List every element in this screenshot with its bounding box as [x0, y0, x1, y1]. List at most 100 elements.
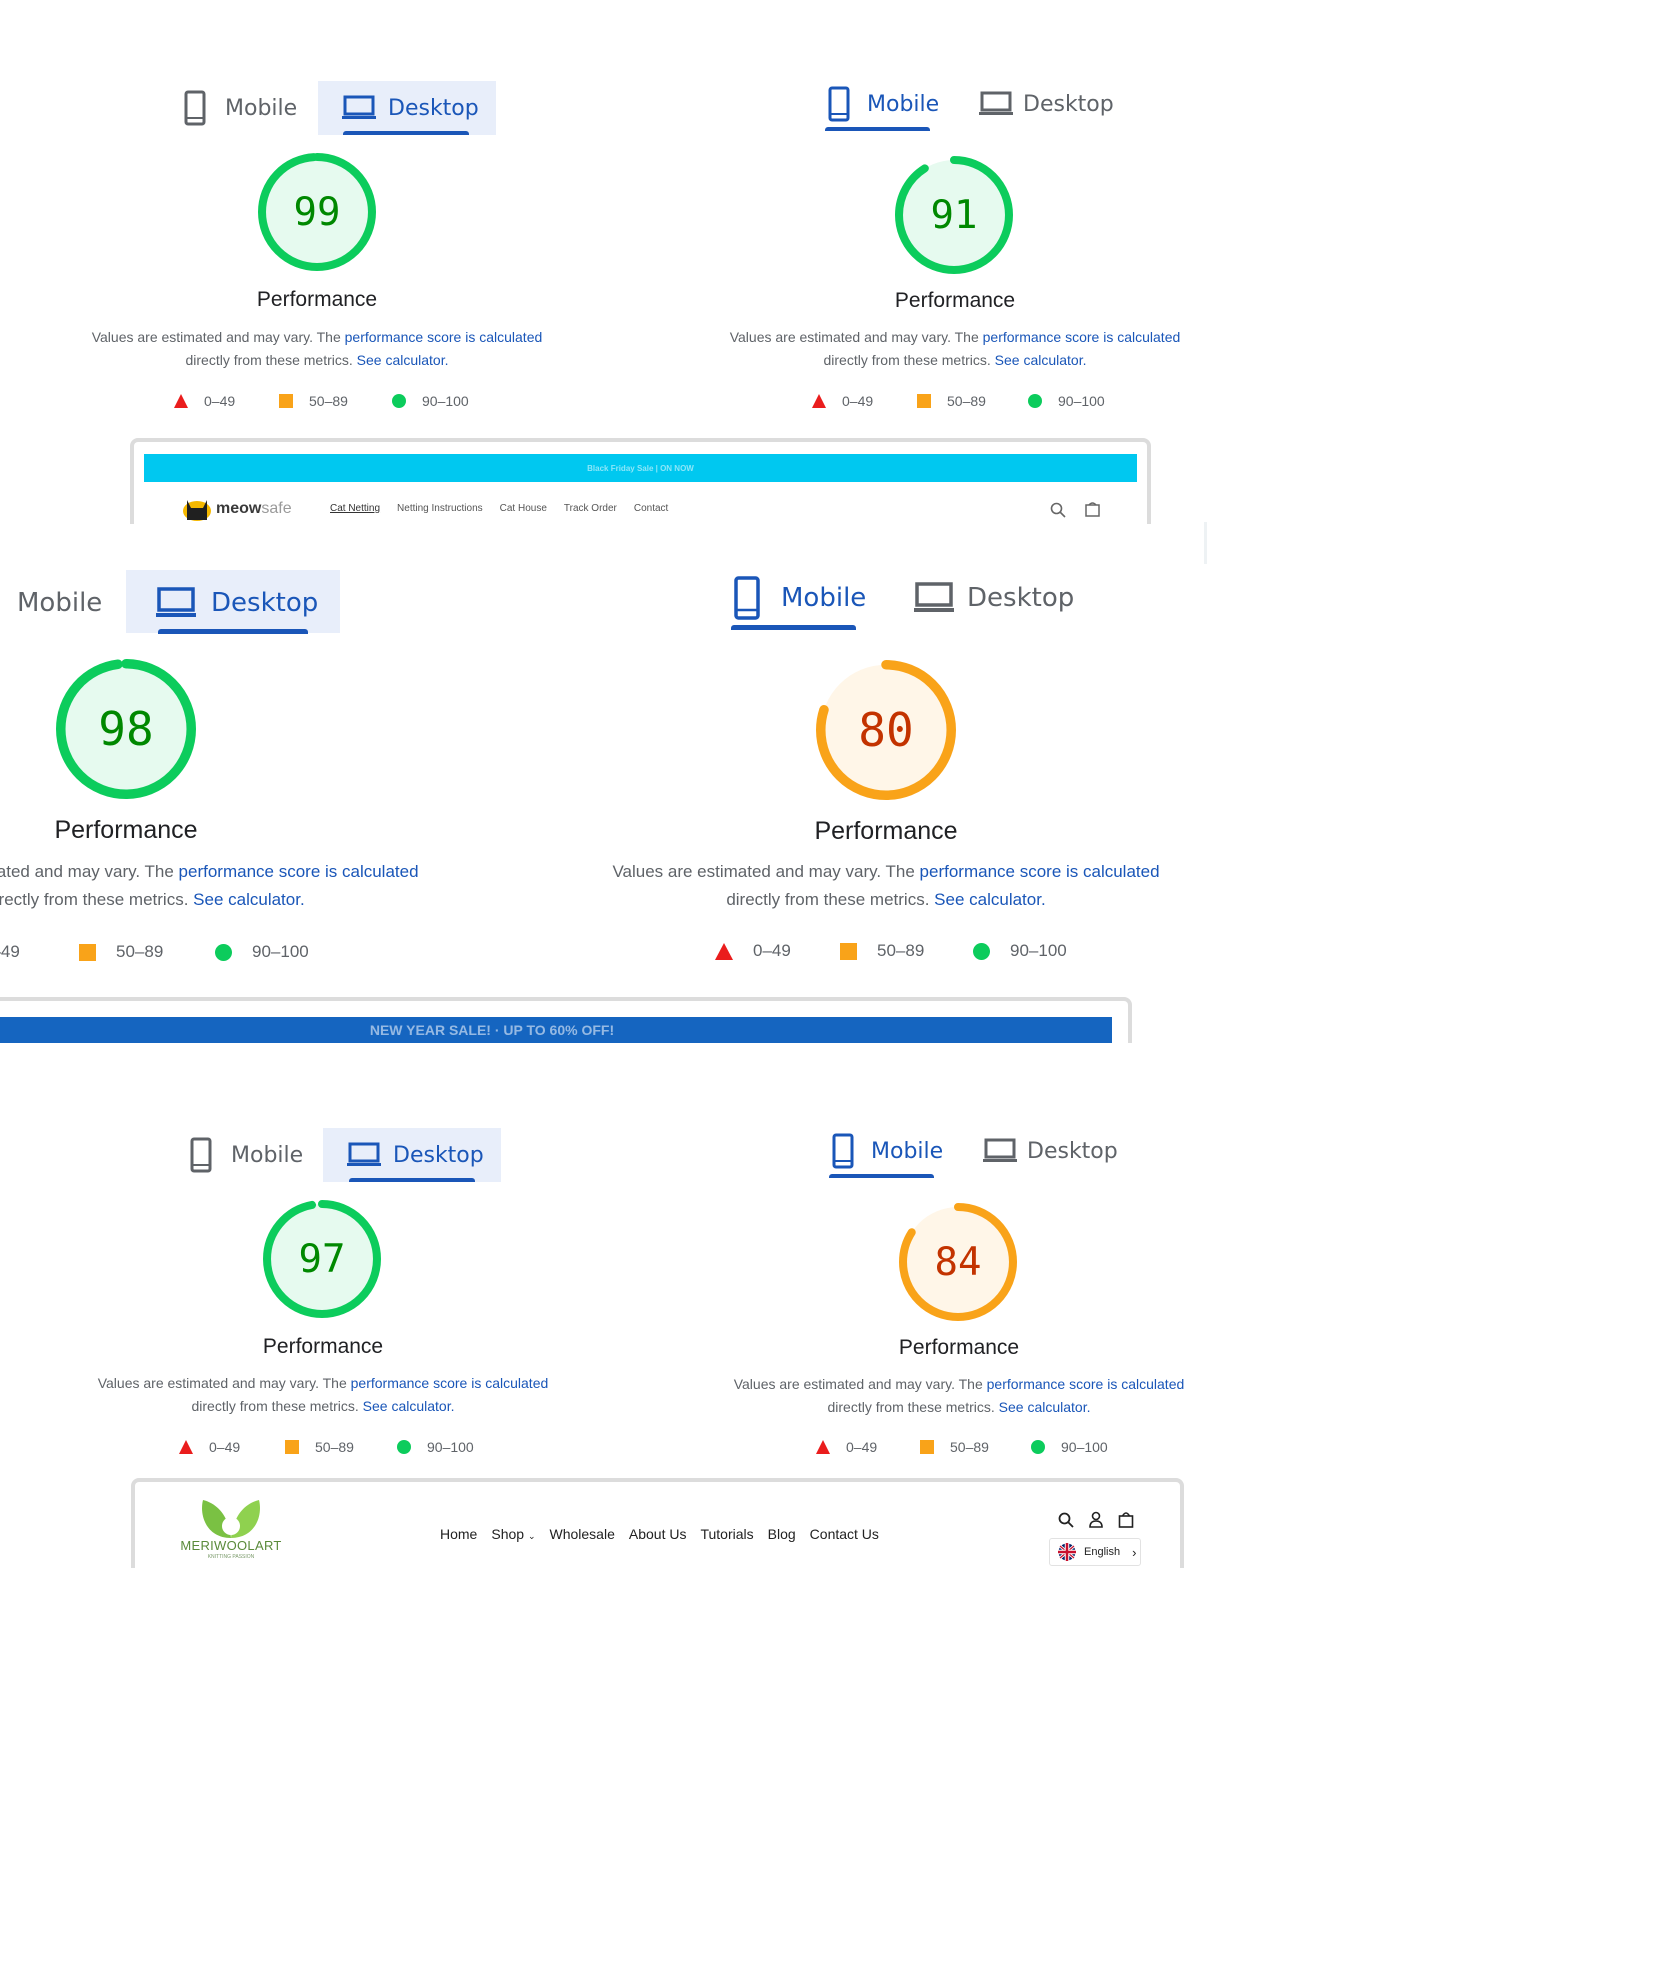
laptop-icon — [342, 95, 376, 119]
legend-pass: 90–100 — [392, 393, 469, 409]
chevron-right-icon: › — [1132, 1544, 1137, 1560]
description-text-2: directly from these metrics. — [185, 352, 357, 368]
square-icon — [79, 943, 96, 961]
tab-active-background — [318, 81, 496, 135]
description: Values are estimated and may vary. The p… — [96, 1372, 550, 1418]
score-calculation-link[interactable]: performance score is calculated — [350, 1375, 549, 1391]
performance-score: 80 — [858, 703, 914, 757]
circle-icon — [1031, 1440, 1045, 1454]
square-icon — [279, 394, 293, 408]
tab-desktop[interactable]: Desktop — [914, 570, 1074, 626]
meriwoolart-logo[interactable]: MERIWOOLART KNITTING PASSION — [175, 1498, 287, 1564]
square-icon — [920, 1440, 934, 1454]
score-gauge: 98 — [56, 659, 196, 799]
tab-desktop-label: Desktop — [211, 588, 319, 618]
score-calculation-link[interactable]: performance score is calculated — [986, 1376, 1185, 1392]
tab-mobile[interactable]: Mobile — [184, 83, 297, 133]
nav-item[interactable]: About Us — [628, 1526, 687, 1542]
tab-desktop[interactable]: Desktop — [347, 1130, 484, 1180]
laptop-icon — [914, 582, 954, 612]
tab-desktop-underline — [158, 629, 308, 634]
legend-average: 50–89 — [79, 942, 163, 962]
nav-item[interactable]: Netting Instructions — [397, 503, 483, 514]
see-calculator-link[interactable]: See calculator. — [362, 1398, 455, 1414]
tab-mobile-underline — [731, 625, 856, 630]
tab-mobile[interactable]: Mobile — [17, 575, 102, 631]
score-gauge: 84 — [899, 1203, 1017, 1321]
nav-item-shop[interactable]: Shop ⌄ — [491, 1526, 535, 1542]
legend-pass: 90–100 — [1031, 1439, 1108, 1455]
search-icon[interactable] — [1058, 1512, 1074, 1528]
performance-score: 98 — [98, 702, 154, 756]
nav-item[interactable]: Contact Us — [809, 1526, 879, 1542]
performance-title: Performance — [256, 288, 378, 311]
tab-mobile-label: Mobile — [867, 91, 940, 117]
nav-item[interactable]: Blog — [767, 1526, 796, 1542]
see-calculator-link[interactable]: See calculator. — [934, 890, 1046, 909]
score-calculation-link[interactable]: performance score is calculated — [178, 862, 419, 881]
report-panel-desktop-97: Mobile Desktop 97 Performance Values are… — [96, 1122, 676, 1477]
meowsafe-logo[interactable]: meow safe — [181, 496, 292, 522]
nav-item[interactable]: Tutorials — [700, 1526, 754, 1542]
account-icon[interactable] — [1088, 1511, 1104, 1528]
tab-desktop[interactable]: Desktop — [983, 1126, 1118, 1176]
nav-item[interactable]: Cat House — [499, 503, 547, 514]
tab-mobile[interactable]: Mobile — [828, 79, 939, 129]
report-panel-desktop-98: Mobile Desktop 98 Performance Values are… — [0, 565, 560, 995]
score-calculation-link[interactable]: performance score is calculated — [344, 329, 543, 345]
square-icon — [840, 942, 857, 960]
tab-desktop[interactable]: Desktop — [156, 575, 318, 631]
website-preview-meriwoolart: MERIWOOLART KNITTING PASSION Home Shop ⌄… — [131, 1478, 1184, 1568]
gauge-ring — [56, 659, 196, 799]
description-text-2: directly from these metrics. — [827, 1399, 999, 1415]
description: Values are estimated and may vary. The p… — [0, 858, 525, 914]
legend-average-label: 50–89 — [315, 1439, 354, 1455]
nav-item[interactable]: Wholesale — [549, 1526, 615, 1542]
legend-average: 50–89 — [917, 393, 986, 409]
description: Values are estimated and may vary. The p… — [90, 326, 544, 372]
tab-desktop[interactable]: Desktop — [979, 79, 1114, 129]
nav-item[interactable]: Cat Netting — [330, 503, 381, 514]
nav-item[interactable]: Home — [440, 1526, 478, 1542]
report-panel-mobile-91: Mobile Desktop 91 Performance Values are… — [728, 75, 1308, 430]
tab-mobile[interactable]: Mobile — [832, 1126, 943, 1176]
gauge-background — [903, 1207, 1013, 1317]
triangle-icon — [179, 1440, 193, 1454]
laptop-icon — [983, 1138, 1017, 1162]
search-icon[interactable] — [1050, 502, 1066, 518]
cart-icon[interactable] — [1118, 1511, 1134, 1528]
square-icon — [917, 394, 931, 408]
laptop-icon — [347, 1142, 381, 1166]
cart-icon[interactable] — [1084, 501, 1101, 518]
legend-fail: 0–49 — [0, 942, 20, 962]
nav-item[interactable]: Track Order — [563, 503, 617, 514]
language-selector[interactable]: English › — [1049, 1538, 1141, 1566]
tab-mobile-label: Mobile — [781, 583, 867, 613]
score-legend: 0–49 50–89 90–100 — [732, 1439, 1312, 1459]
gauge-background — [262, 157, 372, 267]
description-text-1: Values are estimated and may vary. The — [91, 329, 345, 345]
description: Values are estimated and may vary. The p… — [600, 858, 1172, 914]
tab-mobile[interactable]: Mobile — [190, 1130, 303, 1180]
legend-fail-label: 0–49 — [842, 393, 874, 409]
see-calculator-link[interactable]: See calculator. — [356, 352, 449, 368]
legend-average-label: 50–89 — [950, 1439, 989, 1455]
tab-desktop-label: Desktop — [1023, 91, 1114, 117]
see-calculator-link[interactable]: See calculator. — [998, 1399, 1091, 1415]
description-text-1: Values are estimated and may vary. The — [733, 1376, 987, 1392]
tab-desktop-label: Desktop — [388, 95, 479, 121]
tab-desktop[interactable]: Desktop — [342, 83, 479, 133]
gauge-ring — [895, 156, 1013, 274]
description-text-2: directly from these metrics. — [726, 890, 935, 909]
nav-item[interactable]: Contact — [633, 503, 669, 514]
gauge-ring — [899, 1203, 1017, 1321]
see-calculator-link[interactable]: See calculator. — [193, 890, 305, 909]
score-calculation-link[interactable]: performance score is calculated — [982, 329, 1181, 345]
legend-fail: 0–49 — [715, 941, 791, 961]
see-calculator-link[interactable]: See calculator. — [994, 352, 1087, 368]
tab-mobile[interactable]: Mobile — [734, 570, 866, 626]
announcement-bar: Black Friday Sale | ON NOW — [144, 454, 1137, 482]
triangle-icon — [715, 942, 733, 960]
score-calculation-link[interactable]: performance score is calculated — [919, 862, 1160, 881]
legend-fail-label: 0–49 — [0, 942, 20, 961]
